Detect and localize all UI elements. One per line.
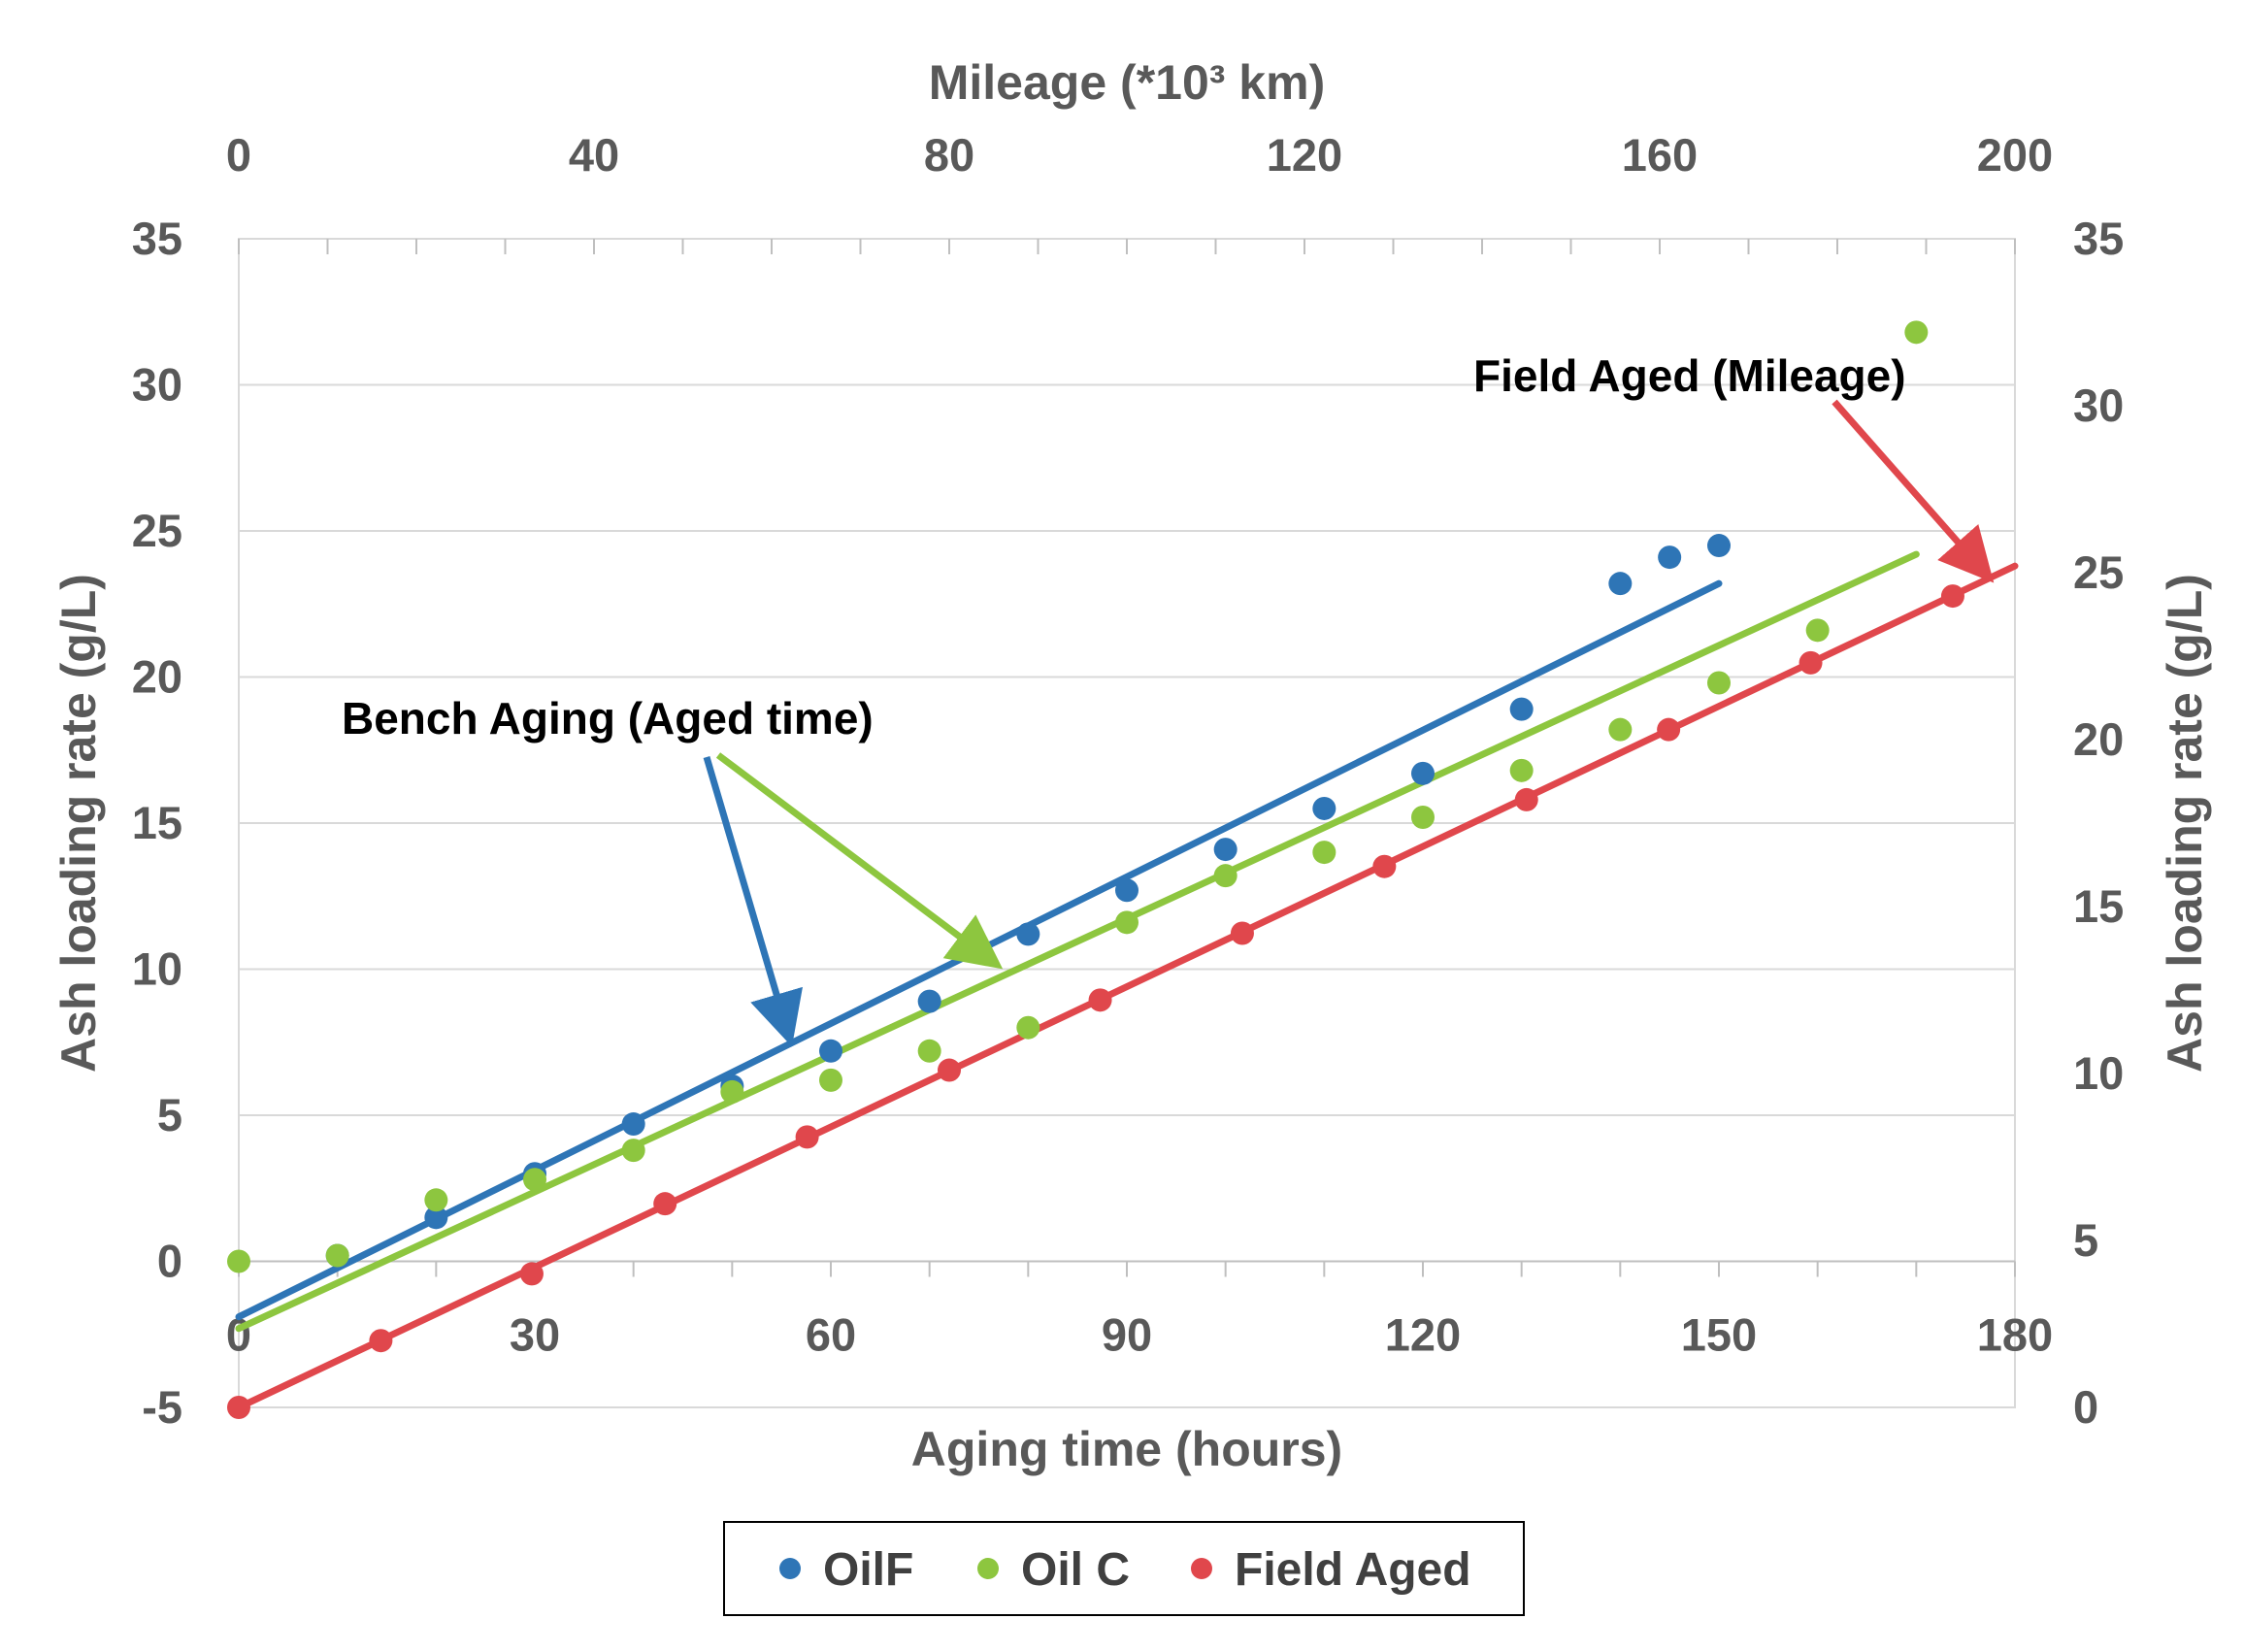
- data-point-field-aged: [1514, 787, 1538, 811]
- data-point-field-aged: [938, 1058, 961, 1082]
- legend-marker-oilf: [779, 1558, 801, 1579]
- left-axis-tick-label: 0: [157, 1236, 182, 1287]
- left-axis-tick-label: 25: [132, 505, 182, 556]
- right-axis-tick-label: 0: [2073, 1381, 2098, 1433]
- right-axis-tick-label: 5: [2073, 1214, 2098, 1266]
- data-point-oil-c: [1213, 864, 1238, 888]
- legend-marker-field-aged: [1191, 1558, 1212, 1579]
- data-point-oil-c: [1312, 841, 1336, 865]
- left-axis-tick-label: 5: [157, 1089, 182, 1140]
- data-point-oil-c: [1707, 671, 1731, 695]
- left-axis-title: Ash loading rate (g/L): [51, 574, 106, 1073]
- data-point-field-aged: [227, 1396, 250, 1419]
- right-axis-tick-label: 25: [2073, 546, 2124, 598]
- bottom-axis-tick-label: 90: [1102, 1309, 1152, 1361]
- data-point-oil-c: [621, 1139, 645, 1163]
- bottom-axis-tick-label: 180: [1977, 1309, 2053, 1361]
- data-point-oil-c: [819, 1068, 842, 1092]
- data-point-oilf: [1658, 545, 1682, 570]
- data-point-oilf: [1411, 761, 1435, 785]
- data-point-oilf: [424, 1206, 448, 1230]
- data-point-oilf: [1213, 838, 1238, 862]
- bottom-axis-tick-label: 150: [1681, 1309, 1757, 1361]
- data-point-oilf: [819, 1039, 842, 1063]
- legend: OilF Oil C Field Aged: [723, 1521, 1525, 1616]
- left-axis-tick-label: 10: [132, 943, 182, 995]
- field-aged-arrow-red: [1832, 399, 1995, 583]
- data-point-oil-c: [227, 1249, 250, 1273]
- bottom-axis-tick-label: 120: [1385, 1309, 1461, 1361]
- right-axis-tick-label: 10: [2073, 1047, 2124, 1099]
- left-axis-tick-label: 20: [132, 651, 182, 703]
- top-axis-title: Mileage (*10³ km): [929, 55, 1325, 110]
- top-axis-tick-label: 40: [569, 129, 619, 181]
- data-point-oil-c: [424, 1188, 448, 1212]
- legend-marker-oil-c: [977, 1558, 999, 1579]
- data-point-field-aged: [1657, 717, 1681, 742]
- top-axis-tick-label: 200: [1977, 129, 2053, 181]
- bottom-axis-tick-label: 30: [510, 1309, 560, 1361]
- top-axis-tick-label: 160: [1622, 129, 1698, 181]
- data-point-field-aged: [1372, 854, 1397, 878]
- left-axis-tick-label: 35: [132, 213, 182, 264]
- data-point-oil-c: [1904, 320, 1929, 345]
- top-axis-tick-label: 0: [226, 129, 251, 181]
- axes: -5 0 5 10 15 20 25 30 35 0 5 10 15 20 25 30 35 0 30 60 90 120…: [51, 55, 2212, 1476]
- data-point-oil-c: [1411, 805, 1435, 829]
- data-point-oil-c: [1805, 618, 1830, 643]
- data-point-oilf: [1608, 572, 1633, 596]
- data-point-oilf: [1016, 922, 1040, 946]
- data-point-oilf: [917, 989, 941, 1013]
- data-point-oilf: [621, 1112, 645, 1137]
- top-axis-tick-label: 80: [924, 129, 974, 181]
- data-point-field-aged: [1230, 921, 1254, 945]
- legend-label-oil-c: Oil C: [1021, 1544, 1130, 1596]
- data-point-oil-c: [1608, 717, 1633, 742]
- bottom-axis-title: Aging time (hours): [911, 1422, 1342, 1476]
- left-axis-tick-label: 15: [132, 797, 182, 848]
- data-point-oilf: [1312, 796, 1336, 820]
- data-point-oilf: [1115, 878, 1138, 903]
- data-point-oil-c: [720, 1079, 744, 1104]
- data-point-field-aged: [1940, 584, 1964, 609]
- data-point-oil-c: [523, 1168, 546, 1192]
- data-point-oilf: [1707, 534, 1731, 558]
- data-point-oil-c: [1016, 1015, 1040, 1040]
- right-axis-tick-label: 15: [2073, 880, 2124, 932]
- legend-box: [723, 1521, 1525, 1616]
- annotation-bench-aging: Bench Aging (Aged time): [342, 693, 874, 743]
- bottom-axis-tick-label: 60: [806, 1309, 856, 1361]
- data-point-field-aged: [369, 1329, 393, 1353]
- data-point-field-aged: [795, 1125, 819, 1149]
- data-points: [227, 320, 1964, 1419]
- data-point-oil-c: [1115, 910, 1138, 935]
- data-point-field-aged: [519, 1262, 544, 1286]
- data-point-oil-c: [917, 1039, 941, 1063]
- right-axis-tick-label: 30: [2073, 380, 2124, 431]
- legend-label-field-aged: Field Aged: [1235, 1544, 1471, 1596]
- data-point-field-aged: [1798, 650, 1823, 675]
- bench-aging-arrow-green: [715, 752, 1004, 970]
- trendline-oil-c: [235, 550, 1920, 1333]
- data-point-oil-c: [1509, 758, 1534, 782]
- top-axis-tick-label: 120: [1267, 129, 1342, 181]
- annotation-field-aged: Field Aged (Mileage): [1473, 350, 1906, 401]
- left-axis-tick-label: 30: [132, 359, 182, 411]
- annotations: Bench Aging (Aged time) Field Aged (Mile…: [342, 350, 1995, 1047]
- data-point-oil-c: [325, 1243, 349, 1268]
- left-axis-tick-label: -5: [142, 1381, 182, 1433]
- legend-label-oilf: OilF: [823, 1544, 913, 1596]
- data-point-field-aged: [1088, 988, 1112, 1012]
- right-axis-tick-label: 35: [2073, 213, 2124, 264]
- data-point-field-aged: [653, 1192, 677, 1216]
- right-axis-tick-label: 20: [2073, 713, 2124, 765]
- data-point-oilf: [1509, 697, 1534, 721]
- right-axis-title: Ash loading rate (g/L): [2158, 574, 2212, 1073]
- bench-aging-arrow-blue: [703, 756, 803, 1047]
